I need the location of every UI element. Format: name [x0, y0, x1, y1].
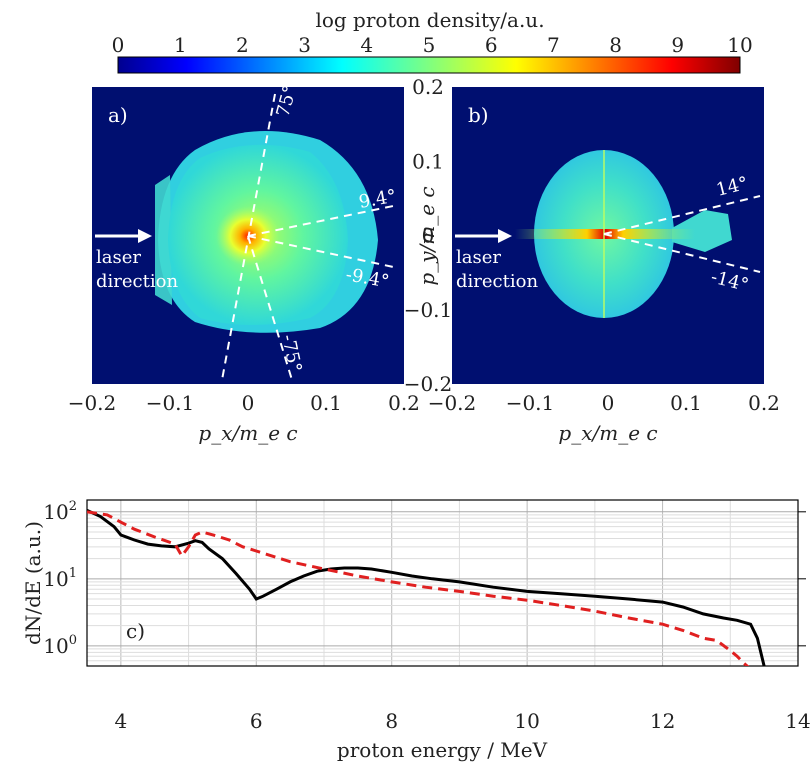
panel-b: b) laser direction 14° -14° −0.2 −0.1 0 0.1… [428, 87, 780, 445]
panel-a-x-tick-label: −0.1 [146, 391, 195, 415]
panel-b-right-jet [672, 210, 732, 252]
panel-a-x-tick-label: −0.2 [68, 391, 117, 415]
panel-a: a) laser direction 75° 9.4° -9.4° -75° −… [68, 83, 420, 445]
panel-a-line-9-4 [247, 204, 399, 237]
panel-a-density [155, 93, 399, 381]
panel-a-x-tick-labels: −0.2 −0.1 0 0.1 0.2 [68, 391, 420, 415]
colorbar-tick-label: 5 [423, 33, 436, 57]
panel-c-series-black-line [87, 509, 766, 666]
colorbar-gradient [117, 56, 741, 74]
panel-b-laser-arrow-head [498, 229, 512, 243]
colorbar-tick-label: 4 [360, 33, 373, 57]
panel-b-x-tick-label: 0.1 [670, 391, 702, 415]
colorbar-tick-label: 7 [547, 33, 560, 57]
colorbar: log proton density/a.u. 0 1 2 3 4 5 6 7 8 9 10 [112, 8, 753, 74]
colorbar-tick-labels: 0 1 2 3 4 5 6 7 8 9 10 [112, 33, 753, 57]
panel-a-laser-arrow-head [138, 229, 152, 243]
panel-b-label: b) [468, 103, 489, 127]
panel-a-x-tick-label: 0.2 [388, 391, 420, 415]
panel-b-xlabel: p_x/m_e c [558, 421, 657, 445]
panel-a-direction-label: direction [96, 271, 178, 292]
panel-c-x-tick-label: 14 [785, 709, 810, 733]
panel-b-x-tick-label: 0 [602, 391, 615, 415]
colorbar-tick-label: 1 [174, 33, 187, 57]
panel-b-x-tick-label: −0.1 [506, 391, 555, 415]
panel-b-density [515, 150, 761, 318]
panel-b-laser-label: laser [456, 247, 501, 268]
panel-c-x-tick-label: 6 [250, 709, 263, 733]
panel-c-x-tick-label: 10 [514, 709, 539, 733]
panel-a-left-lobe [155, 175, 172, 305]
panel-a-label: a) [108, 103, 128, 127]
panel-a-line-neg-9-4 [247, 235, 399, 269]
colorbar-tick-label: 8 [609, 33, 622, 57]
panel-c-x-tick-label: 8 [385, 709, 398, 733]
panel-c-label: c) [126, 619, 145, 643]
panel-b-x-tick-labels: −0.2 −0.1 0 0.1 0.2 [428, 391, 780, 415]
panel-c-y-tick-label: 102 [43, 499, 77, 524]
panel-a-x-tick-label: 0.1 [310, 391, 342, 415]
panel-c-plot-area [87, 509, 766, 666]
colorbar-tick-label: 3 [298, 33, 311, 57]
panel-a-line-neg-75 [247, 235, 293, 381]
colorbar-tick-label: 10 [727, 33, 752, 57]
panel-b-line-neg-14 [603, 233, 761, 273]
panel-c-xlabel: proton energy / MeV [337, 738, 548, 762]
colorbar-tick-label: 0 [112, 33, 125, 57]
colorbar-tick-label: 2 [236, 33, 249, 57]
panel-a-xlabel: p_x/m_e c [198, 421, 297, 445]
panel-c-grid [87, 500, 806, 667]
panel-c-y-tick-label: 101 [43, 566, 77, 591]
panel-b-x-tick-label: −0.2 [428, 391, 477, 415]
panel-b-x-tick-label: 0.2 [748, 391, 780, 415]
colorbar-title: log proton density/a.u. [315, 8, 544, 32]
panel-a-y-tick-label: −0.2 [404, 372, 453, 396]
panel-a-x-tick-label: 0 [242, 391, 255, 415]
panel-a-y-tick-label: 0 [422, 224, 435, 248]
panel-a-y-tick-label: 0.2 [412, 75, 444, 99]
panel-c-y-tick-labels: 100 101 102 [43, 499, 77, 658]
panel-a-y-tick-labels: 0.2 0.1 0 −0.1 −0.2 [404, 75, 453, 396]
panel-c-series-red-dashed-line [87, 510, 750, 666]
panel-c-y-tick-label: 100 [43, 633, 77, 658]
panel-c-ylabel: dN/dE (a.u.) [21, 521, 45, 645]
panel-b-line-14 [603, 195, 761, 235]
panel-c-x-tick-label: 12 [650, 709, 675, 733]
colorbar-tick-label: 9 [671, 33, 684, 57]
panel-c: 4 6 8 10 12 14 100 101 102 c) proton energy / M… [21, 499, 810, 762]
panel-c-x-tick-labels: 4 6 8 10 12 14 [114, 709, 810, 733]
colorbar-tick-label: 6 [485, 33, 498, 57]
panel-c-x-tick-label: 4 [114, 709, 127, 733]
panel-a-ylabel: p_y/m_e c [415, 186, 439, 285]
panel-b-direction-label: direction [456, 271, 538, 292]
panel-a-y-tick-label: 0.1 [412, 149, 444, 173]
panel-a-laser-label: laser [96, 247, 141, 268]
panel-a-y-tick-label: −0.1 [404, 298, 453, 322]
panel-c-frame [86, 499, 799, 667]
